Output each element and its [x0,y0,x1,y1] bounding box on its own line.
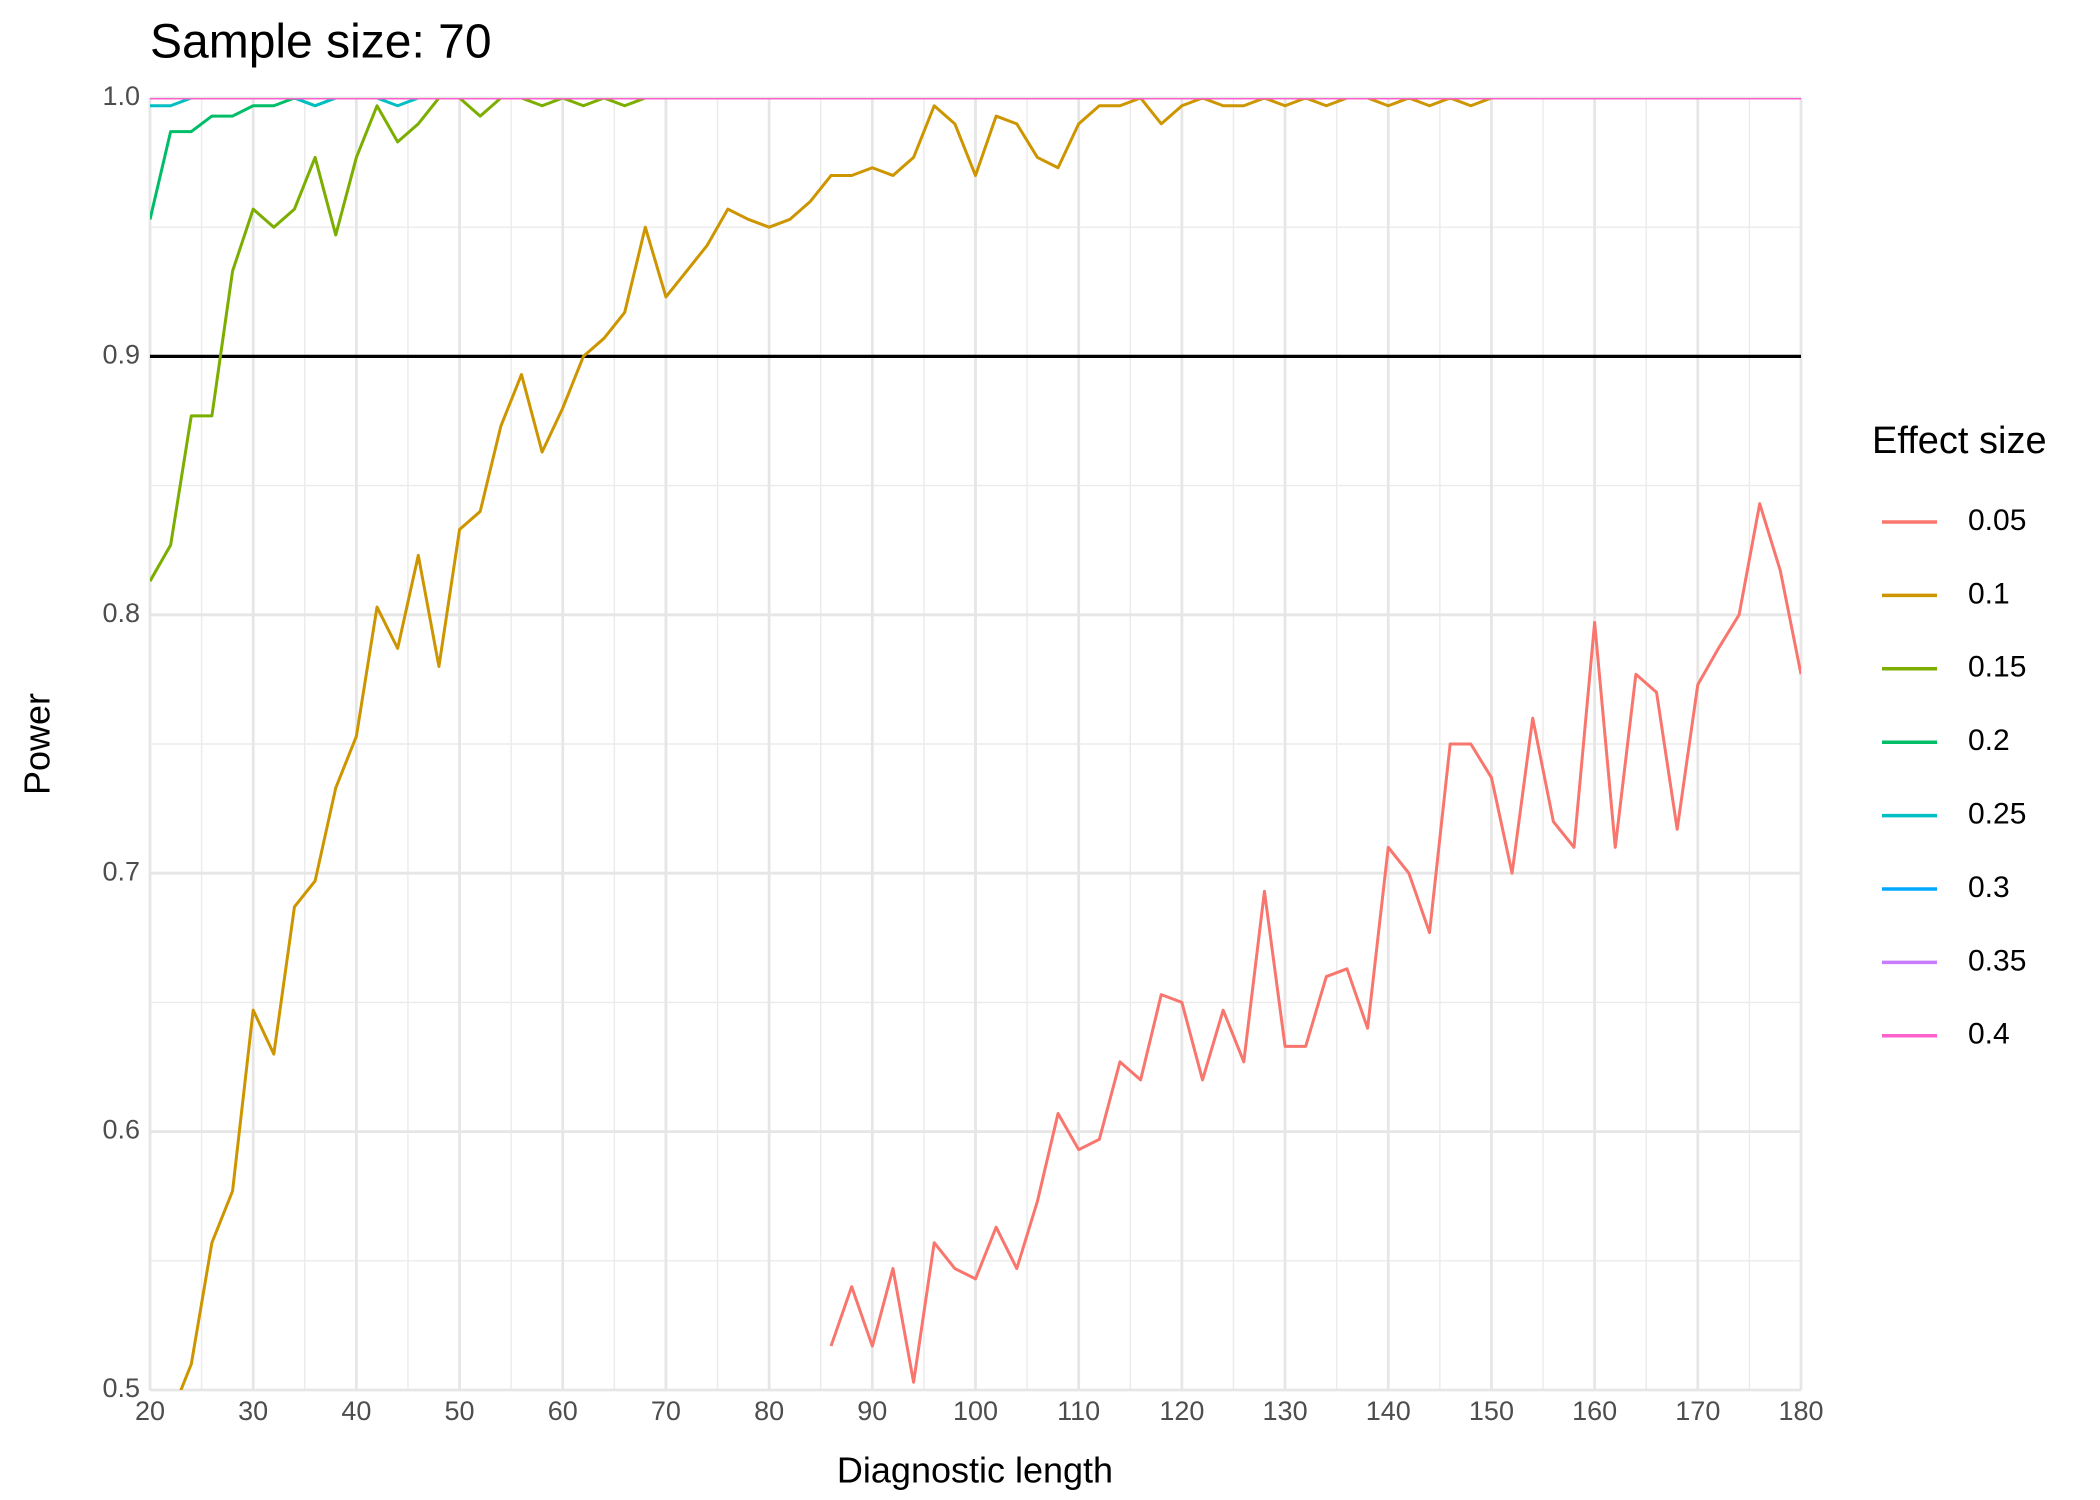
x-tick-label: 180 [1778,1396,1823,1426]
plot-area [150,98,1801,1390]
legend-label: 0.05 [1968,504,2026,537]
legend-label: 0.25 [1968,798,2026,831]
chart-title: Sample size: 70 [150,16,492,69]
x-tick-label: 90 [857,1396,887,1426]
legend-label: 0.1 [1968,577,2010,610]
x-tick-label: 60 [548,1396,578,1426]
legend-title: Effect size [1872,420,2047,462]
x-tick-label: 40 [341,1396,371,1426]
y-tick-label: 0.5 [102,1373,140,1403]
x-tick-label: 110 [1057,1396,1100,1426]
y-axis-title: Power [17,693,58,795]
y-tick-label: 0.8 [102,598,140,628]
legend-label: 0.4 [1968,1018,2010,1051]
x-tick-label: 170 [1675,1396,1720,1426]
x-tick-label: 30 [238,1396,268,1426]
x-tick-label: 140 [1366,1396,1411,1426]
legend-label: 0.15 [1968,651,2026,684]
y-tick-label: 0.6 [102,1115,140,1145]
x-tick-label: 100 [953,1396,998,1426]
x-tick-label: 70 [651,1396,681,1426]
x-axis-title: Diagnostic length [837,1450,1113,1491]
x-tick-label: 150 [1469,1396,1514,1426]
legend-label: 0.2 [1968,724,2010,757]
y-tick-label: 1.0 [102,81,140,111]
x-tick-label: 80 [754,1396,784,1426]
y-tick-label: 0.9 [102,340,140,370]
legend-label: 0.3 [1968,871,2010,904]
x-tick-label: 120 [1159,1396,1204,1426]
legend-label: 0.35 [1968,944,2026,977]
x-tick-label: 160 [1572,1396,1617,1426]
series-line [829,502,1801,1384]
x-tick-label: 130 [1263,1396,1308,1426]
series-line [179,98,1801,1390]
y-tick-label: 0.7 [102,856,140,886]
x-tick-label: 20 [135,1396,165,1426]
series-line [150,98,1801,582]
x-tick-label: 50 [445,1396,475,1426]
